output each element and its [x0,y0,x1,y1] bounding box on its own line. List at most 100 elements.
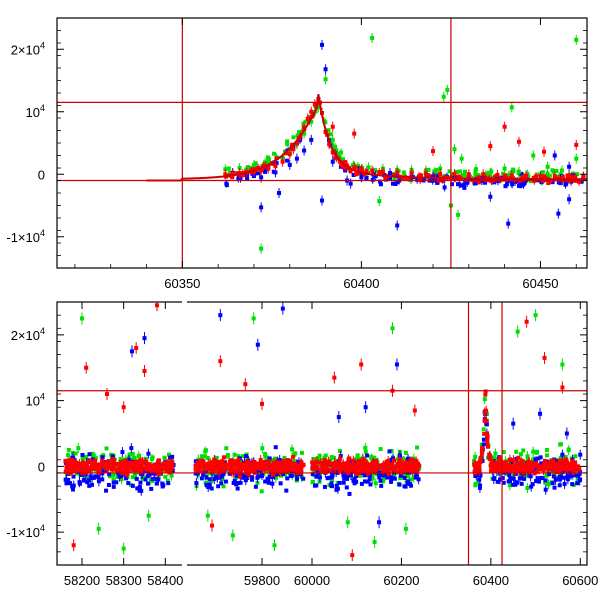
red-data-point [476,180,481,185]
red-data-point [216,462,221,467]
red-data-point [225,462,230,467]
green-data-point [558,442,563,447]
red-data-point [283,469,288,474]
green-data-point [205,455,210,460]
red-data-point [251,460,256,465]
x-tick-label: 60400 [473,573,509,588]
blue-data-point [569,474,574,479]
red-data-point [95,463,100,468]
blue-data-point [506,221,511,226]
y-tick-label: 104 [26,103,45,120]
green-data-point [285,139,290,144]
blue-data-point [245,475,250,480]
green-data-point [401,456,406,461]
blue-data-point [254,469,259,474]
red-data-point [124,465,129,470]
blue-data-point [330,159,335,164]
blue-data-point [347,491,352,496]
green-data-point [260,446,265,451]
blue-data-point [100,455,105,460]
blue-data-point [550,179,555,184]
blue-data-point [325,476,330,481]
green-data-point [462,173,467,178]
red-data-point [268,467,273,472]
blue-data-point [359,481,364,486]
red-data-point [359,362,364,367]
red-data-point [76,467,81,472]
red-data-point [323,470,328,475]
red-data-point [559,460,564,465]
red-data-point [111,459,116,464]
red-data-point [229,469,234,474]
blue-data-point [482,180,487,185]
red-data-point [521,465,526,470]
red-data-point [503,460,508,465]
y-tick-label: -1×104 [6,523,45,540]
blue-data-point [90,457,95,462]
red-data-point [363,468,368,473]
green-data-point [378,447,383,452]
red-data-point [487,175,492,180]
blue-data-point [564,431,569,436]
red-data-point [480,451,485,456]
red-data-point [525,460,530,465]
red-data-point [318,460,323,465]
blue-data-point [565,477,570,482]
red-data-point [147,467,152,472]
blue-data-point [517,476,522,481]
green-data-point [403,450,408,455]
blue-data-point [140,471,145,476]
green-data-point [291,458,296,463]
blue-data-point [70,455,75,460]
axis-break-gap-top [182,300,187,304]
blue-data-point [368,482,373,487]
green-data-point [390,326,395,331]
red-data-point [542,458,547,463]
blue-data-point [552,153,557,158]
blue-data-point [147,472,152,477]
red-data-point [132,460,137,465]
red-data-point [524,319,529,324]
red-data-point [312,102,317,107]
blue-data-point [135,486,140,491]
red-data-point [348,467,353,472]
red-data-point [493,174,498,179]
blue-data-point [166,481,171,486]
red-data-point [573,174,578,179]
green-data-point [473,454,478,459]
blue-data-point [579,179,584,184]
green-data-point [322,455,327,460]
blue-data-point [88,474,93,479]
green-data-point [89,469,94,474]
green-data-point [372,539,377,544]
blue-data-point [373,174,378,179]
green-data-point [333,144,338,149]
red-data-point [423,171,428,176]
green-data-point [84,475,89,480]
blue-data-point [484,422,489,427]
blue-data-point [255,342,260,347]
red-data-point [524,173,529,178]
blue-data-point [416,477,421,482]
red-data-point [415,468,420,473]
red-data-point [75,464,80,469]
blue-data-point [354,479,359,484]
green-data-point [266,157,271,162]
green-data-point [545,164,550,169]
red-data-point [258,458,263,463]
blue-data-point [234,473,239,478]
blue-data-point [68,481,73,486]
green-data-point [331,455,336,460]
red-data-point [373,464,378,469]
blue-data-point [275,472,280,477]
red-data-point [340,466,345,471]
green-data-point [518,452,523,457]
y-tick-label: 0 [38,167,45,182]
blue-data-point [285,476,290,481]
x-tick-label: 60450 [522,276,558,291]
green-data-point [302,131,307,136]
blue-data-point [85,480,90,485]
green-data-point [130,475,135,480]
blue-data-point [130,483,135,488]
green-data-point [272,543,277,548]
